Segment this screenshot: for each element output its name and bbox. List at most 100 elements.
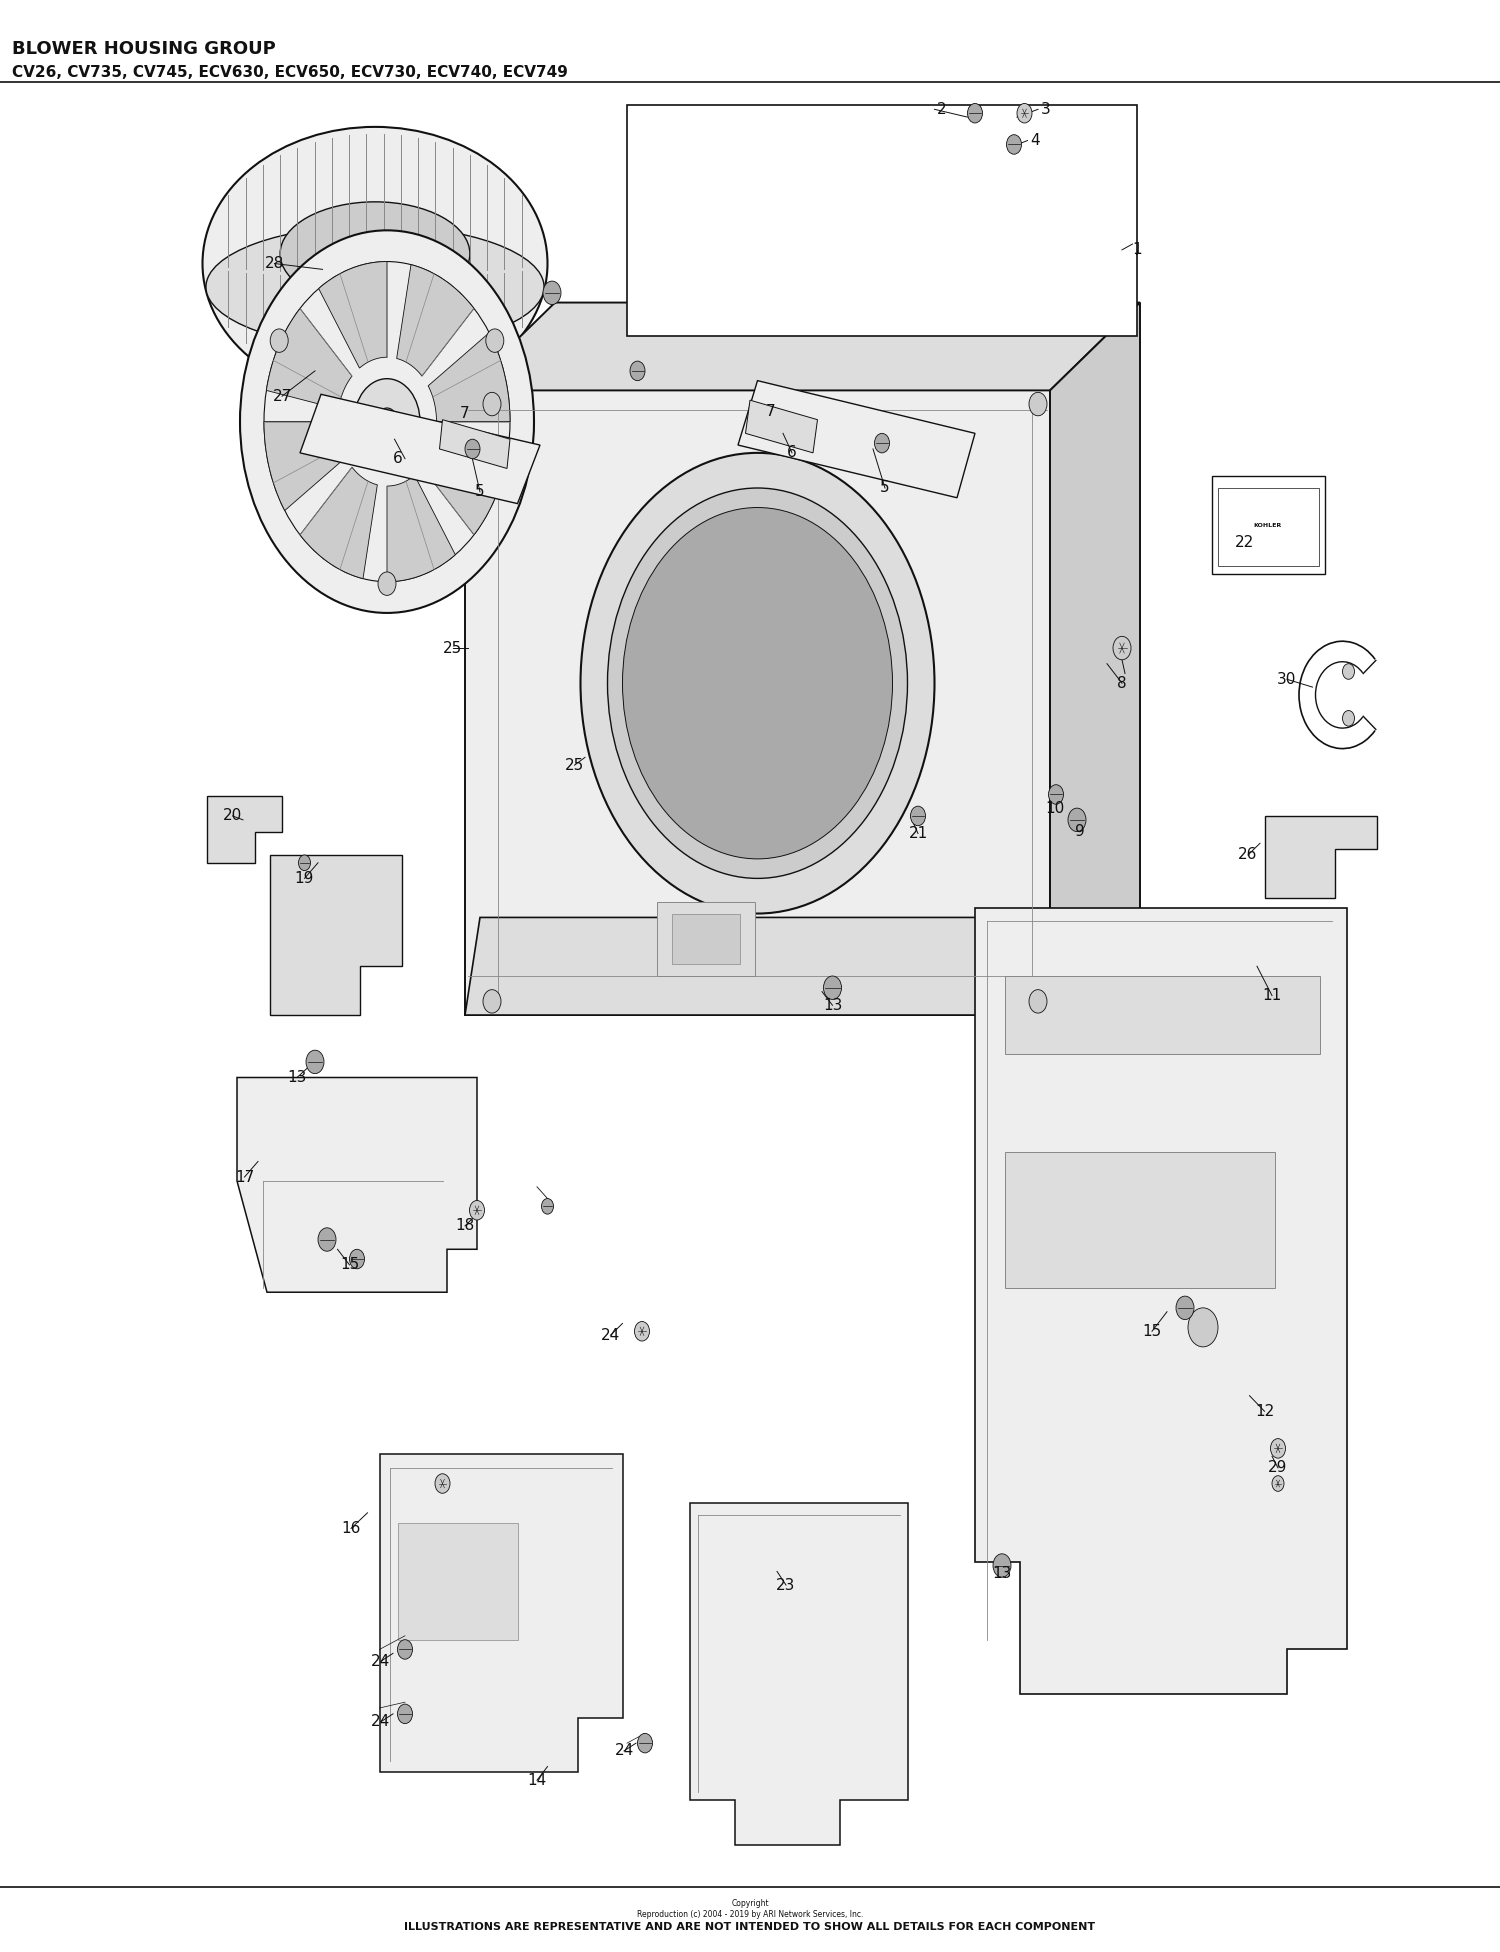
Text: 26: 26	[1239, 847, 1257, 863]
Text: 10: 10	[1046, 800, 1064, 816]
Circle shape	[1113, 636, 1131, 660]
Bar	[1005, 976, 1320, 1054]
Text: 6: 6	[393, 451, 402, 467]
Text: 8: 8	[1118, 675, 1126, 691]
Text: 16: 16	[342, 1521, 360, 1536]
Text: Copyright
Reproduction (c) 2004 - 2019 by ARI Network Services, Inc.: Copyright Reproduction (c) 2004 - 2019 b…	[638, 1899, 862, 1919]
Circle shape	[435, 1474, 450, 1493]
Polygon shape	[264, 422, 346, 511]
Circle shape	[398, 1704, 412, 1724]
Text: 25: 25	[566, 757, 584, 773]
Circle shape	[1029, 392, 1047, 416]
Circle shape	[1342, 664, 1354, 679]
Polygon shape	[465, 917, 1140, 1015]
Circle shape	[470, 1200, 484, 1220]
Circle shape	[1068, 808, 1086, 832]
Text: 27: 27	[273, 388, 291, 404]
Circle shape	[1007, 135, 1022, 154]
Circle shape	[270, 328, 288, 353]
Polygon shape	[465, 303, 1140, 390]
Circle shape	[306, 1050, 324, 1074]
Polygon shape	[422, 433, 507, 535]
Polygon shape	[300, 394, 540, 504]
Circle shape	[376, 408, 398, 435]
Polygon shape	[690, 1503, 908, 1845]
Bar	[1212, 476, 1324, 574]
Polygon shape	[207, 796, 282, 863]
Polygon shape	[746, 400, 818, 453]
Text: 9: 9	[1076, 824, 1084, 839]
Bar	[672, 914, 740, 964]
Bar	[398, 1523, 518, 1640]
Text: 5: 5	[880, 480, 890, 496]
Text: 15: 15	[340, 1257, 358, 1273]
Circle shape	[543, 281, 561, 305]
Text: 24: 24	[615, 1743, 633, 1759]
Text: 30: 30	[1278, 671, 1296, 687]
Text: 13: 13	[824, 997, 842, 1013]
Polygon shape	[300, 467, 378, 578]
Text: 18: 18	[456, 1218, 474, 1234]
Circle shape	[1017, 103, 1032, 123]
Text: 3: 3	[1041, 102, 1050, 117]
Text: 4: 4	[1030, 133, 1039, 148]
Text: 21: 21	[909, 826, 927, 841]
Circle shape	[910, 806, 926, 826]
Polygon shape	[738, 381, 975, 498]
Text: 19: 19	[296, 871, 314, 886]
Circle shape	[483, 990, 501, 1013]
Circle shape	[378, 572, 396, 595]
Circle shape	[354, 379, 420, 465]
Text: 2: 2	[938, 102, 946, 117]
Circle shape	[1342, 711, 1354, 726]
Bar	[1218, 488, 1318, 566]
Text: 12: 12	[1256, 1403, 1274, 1419]
Text: 7: 7	[460, 406, 470, 422]
Circle shape	[483, 392, 501, 416]
Bar	[657, 902, 754, 976]
Text: BLOWER HOUSING GROUP: BLOWER HOUSING GROUP	[12, 39, 276, 59]
Polygon shape	[387, 474, 456, 582]
Text: 28: 28	[266, 256, 284, 271]
Circle shape	[630, 361, 645, 381]
Circle shape	[968, 103, 982, 123]
Circle shape	[622, 508, 892, 859]
Circle shape	[1048, 785, 1064, 804]
Text: 25: 25	[444, 640, 462, 656]
Bar	[1005, 1152, 1275, 1288]
Circle shape	[240, 230, 534, 613]
Circle shape	[486, 328, 504, 353]
Polygon shape	[237, 1078, 477, 1292]
Polygon shape	[1264, 816, 1377, 898]
Text: 22: 22	[1236, 535, 1254, 550]
Ellipse shape	[280, 201, 470, 306]
Text: 24: 24	[602, 1327, 619, 1343]
Circle shape	[465, 439, 480, 459]
Polygon shape	[318, 262, 387, 369]
Circle shape	[350, 1249, 364, 1269]
Circle shape	[298, 855, 310, 871]
Circle shape	[1029, 990, 1047, 1013]
Text: 15: 15	[1143, 1323, 1161, 1339]
Text: 13: 13	[993, 1566, 1011, 1581]
Circle shape	[1272, 1476, 1284, 1491]
Ellipse shape	[206, 224, 544, 347]
Text: 14: 14	[528, 1772, 546, 1788]
Polygon shape	[1050, 303, 1140, 1015]
Circle shape	[874, 433, 890, 453]
Text: 11: 11	[1263, 988, 1281, 1003]
Polygon shape	[440, 420, 510, 468]
Circle shape	[824, 976, 842, 999]
Text: 5: 5	[476, 484, 484, 500]
Circle shape	[398, 1640, 412, 1659]
Circle shape	[638, 1733, 652, 1753]
Text: 13: 13	[288, 1070, 306, 1085]
Circle shape	[1176, 1296, 1194, 1320]
Text: 7: 7	[766, 404, 776, 420]
Polygon shape	[396, 265, 474, 377]
Circle shape	[1270, 1439, 1286, 1458]
Text: ILLUSTRATIONS ARE REPRESENTATIVE AND ARE NOT INTENDED TO SHOW ALL DETAILS FOR EA: ILLUSTRATIONS ARE REPRESENTATIVE AND ARE…	[405, 1923, 1095, 1932]
Polygon shape	[267, 308, 352, 410]
Circle shape	[542, 1199, 554, 1214]
Ellipse shape	[202, 127, 548, 400]
